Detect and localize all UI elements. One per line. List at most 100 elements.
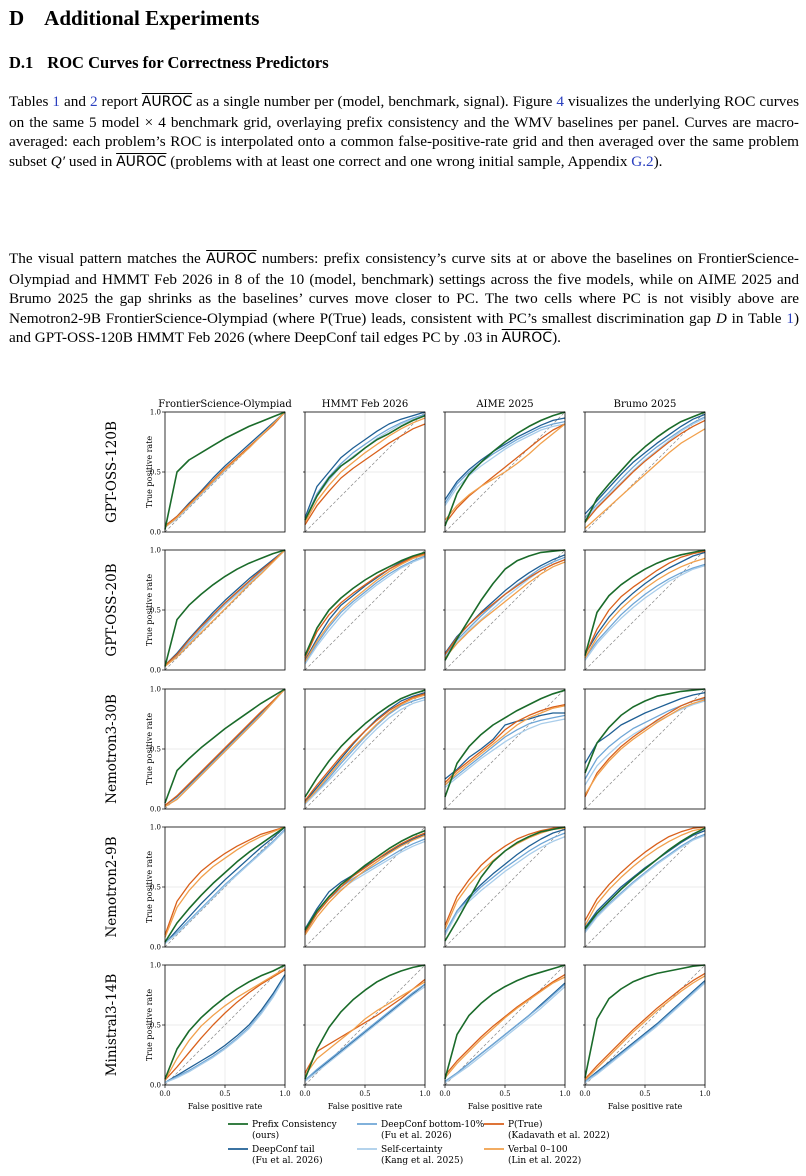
roc-curve-p-true- <box>304 423 426 526</box>
roc-curve-p-true- <box>444 974 566 1076</box>
q-prime-symbol: Q′ <box>50 152 66 170</box>
chance-diagonal <box>584 411 706 533</box>
roc-curve-verbal-0-100 <box>304 981 426 1076</box>
chance-diagonal <box>304 549 426 671</box>
roc-curve-self-certainty <box>584 417 706 521</box>
chance-diagonal <box>584 549 706 671</box>
chance-diagonal <box>164 964 286 1086</box>
x-tick-label: 0.0 <box>579 1090 590 1098</box>
roc-curve-verbal-0-100 <box>444 705 566 786</box>
x-tick-label: 0.0 <box>159 1090 170 1098</box>
roc-curve-self-certainty <box>164 976 286 1084</box>
x-axis-label: False positive rate <box>328 1102 403 1111</box>
roc-curve-deepconf-tail <box>164 974 286 1084</box>
roc-curve-deepconf-bottom-10- <box>444 983 566 1082</box>
roc-curve-prefix-consistency <box>164 549 286 667</box>
text-run: as a single number per (model, benchmark… <box>192 93 557 110</box>
column-title: AIME 2025 <box>475 399 533 410</box>
x-tick-label: 1.0 <box>699 1090 710 1098</box>
roc-curve-self-certainty <box>304 699 426 805</box>
column-title: FrontierScience-Olympiad <box>158 399 292 410</box>
legend-citation: (Kang et al. 2025) <box>381 1155 463 1166</box>
legend-citation: (Lin et al. 2022) <box>508 1155 581 1166</box>
roc-curve-verbal-0-100 <box>164 411 286 528</box>
legend-label: P(True) <box>508 1119 543 1130</box>
row-label: GPT-OSS-20B <box>104 563 120 656</box>
legend-citation: (Fu et al. 2026) <box>381 1130 452 1141</box>
roc-curve-prefix-consistency <box>164 411 286 530</box>
chance-diagonal <box>164 826 286 948</box>
y-tick-label: 0.5 <box>150 746 161 754</box>
roc-curve-verbal-0-100 <box>584 428 706 529</box>
appendix-ref-link[interactable]: G.2 <box>631 152 654 170</box>
text-run: ) and GPT-OSS-120B HMMT Feb 2026 (where … <box>9 309 800 347</box>
roc-curve-prefix-consistency <box>304 964 426 1080</box>
auroc-symbol: AUROC <box>501 330 553 347</box>
roc-curve-verbal-0-100 <box>444 423 566 521</box>
y-tick-label: 1.0 <box>150 824 161 832</box>
roc-curve-self-certainty <box>304 986 426 1082</box>
y-tick-label: 0.0 <box>150 806 161 814</box>
roc-curve-deepconf-tail <box>584 551 706 655</box>
row-label: GPT-OSS-120B <box>104 421 120 523</box>
roc-curve-p-true- <box>304 693 426 801</box>
y-tick-label: 0.0 <box>150 1082 161 1090</box>
roc-curve-deepconf-bottom-10- <box>584 981 706 1082</box>
roc-curve-deepconf-bottom-10- <box>444 420 566 504</box>
d-symbol: D <box>715 309 727 327</box>
roc-curve-self-certainty <box>164 830 286 944</box>
roc-curve-deepconf-bottom-10- <box>584 563 706 659</box>
roc-curve-prefix-consistency <box>584 411 706 523</box>
row-label: Nemotron2-9B <box>104 836 120 937</box>
chance-diagonal <box>444 411 566 533</box>
table-ref-link[interactable]: 2 <box>89 93 98 110</box>
roc-curve-p-true- <box>164 688 286 806</box>
chance-diagonal <box>304 826 426 948</box>
roc-curve-verbal-0-100 <box>304 694 426 804</box>
roc-curve-deepconf-bottom-10- <box>304 555 426 664</box>
table-ref-link[interactable]: 1 <box>52 93 61 110</box>
roc-curve-verbal-0-100 <box>584 699 706 795</box>
roc-curve-p-true- <box>584 696 706 798</box>
roc-curve-self-certainty <box>584 834 706 933</box>
y-tick-label: 1.0 <box>150 547 161 555</box>
y-tick-label: 0.5 <box>150 1022 161 1030</box>
roc-curve-verbal-0-100 <box>164 826 286 938</box>
roc-curve-verbal-0-100 <box>304 834 426 936</box>
text-run: and <box>60 93 90 110</box>
text-run: in Table <box>726 309 787 327</box>
chance-diagonal <box>584 964 706 1086</box>
roc-curve-deepconf-tail <box>444 828 566 936</box>
roc-curve-deepconf-tail <box>304 833 426 930</box>
x-axis-label: False positive rate <box>608 1102 683 1111</box>
x-tick-label: 1.0 <box>559 1090 570 1098</box>
y-tick-label: 0.5 <box>150 884 161 892</box>
x-axis-label: False positive rate <box>468 1102 543 1111</box>
x-tick-label: 0.0 <box>299 1090 310 1098</box>
roc-curve-deepconf-tail <box>164 826 286 944</box>
roc-curve-verbal-0-100 <box>304 554 426 662</box>
roc-curve-self-certainty <box>444 986 566 1084</box>
figure-ref-link[interactable]: 4 <box>556 93 564 110</box>
roc-curve-deepconf-bottom-10- <box>444 832 566 933</box>
roc-curve-p-true- <box>164 969 286 1081</box>
section-title: Additional Experiments <box>44 6 260 30</box>
roc-curve-p-true- <box>584 826 706 921</box>
roc-curve-deepconf-tail <box>584 980 706 1082</box>
roc-curve-verbal-0-100 <box>584 557 706 659</box>
chance-diagonal <box>304 964 426 1086</box>
y-axis-label: True positive rate <box>145 851 154 924</box>
roc-curve-p-true- <box>164 826 286 936</box>
y-tick-label: 0.0 <box>150 529 161 537</box>
legend-label: Prefix Consistency <box>252 1120 338 1130</box>
table-ref-link[interactable]: 1 <box>786 309 794 327</box>
roc-curve-deepconf-bottom-10- <box>164 976 286 1084</box>
roc-curve-deepconf-tail <box>584 691 706 764</box>
roc-curve-p-true- <box>444 423 566 524</box>
x-tick-label: 1.0 <box>279 1090 290 1098</box>
legend-citation: (ours) <box>252 1130 279 1141</box>
roc-curve-deepconf-tail <box>304 983 426 1081</box>
roc-curve-deepconf-tail <box>584 413 706 515</box>
chance-diagonal <box>444 549 566 671</box>
roc-curve-p-true- <box>444 826 566 926</box>
